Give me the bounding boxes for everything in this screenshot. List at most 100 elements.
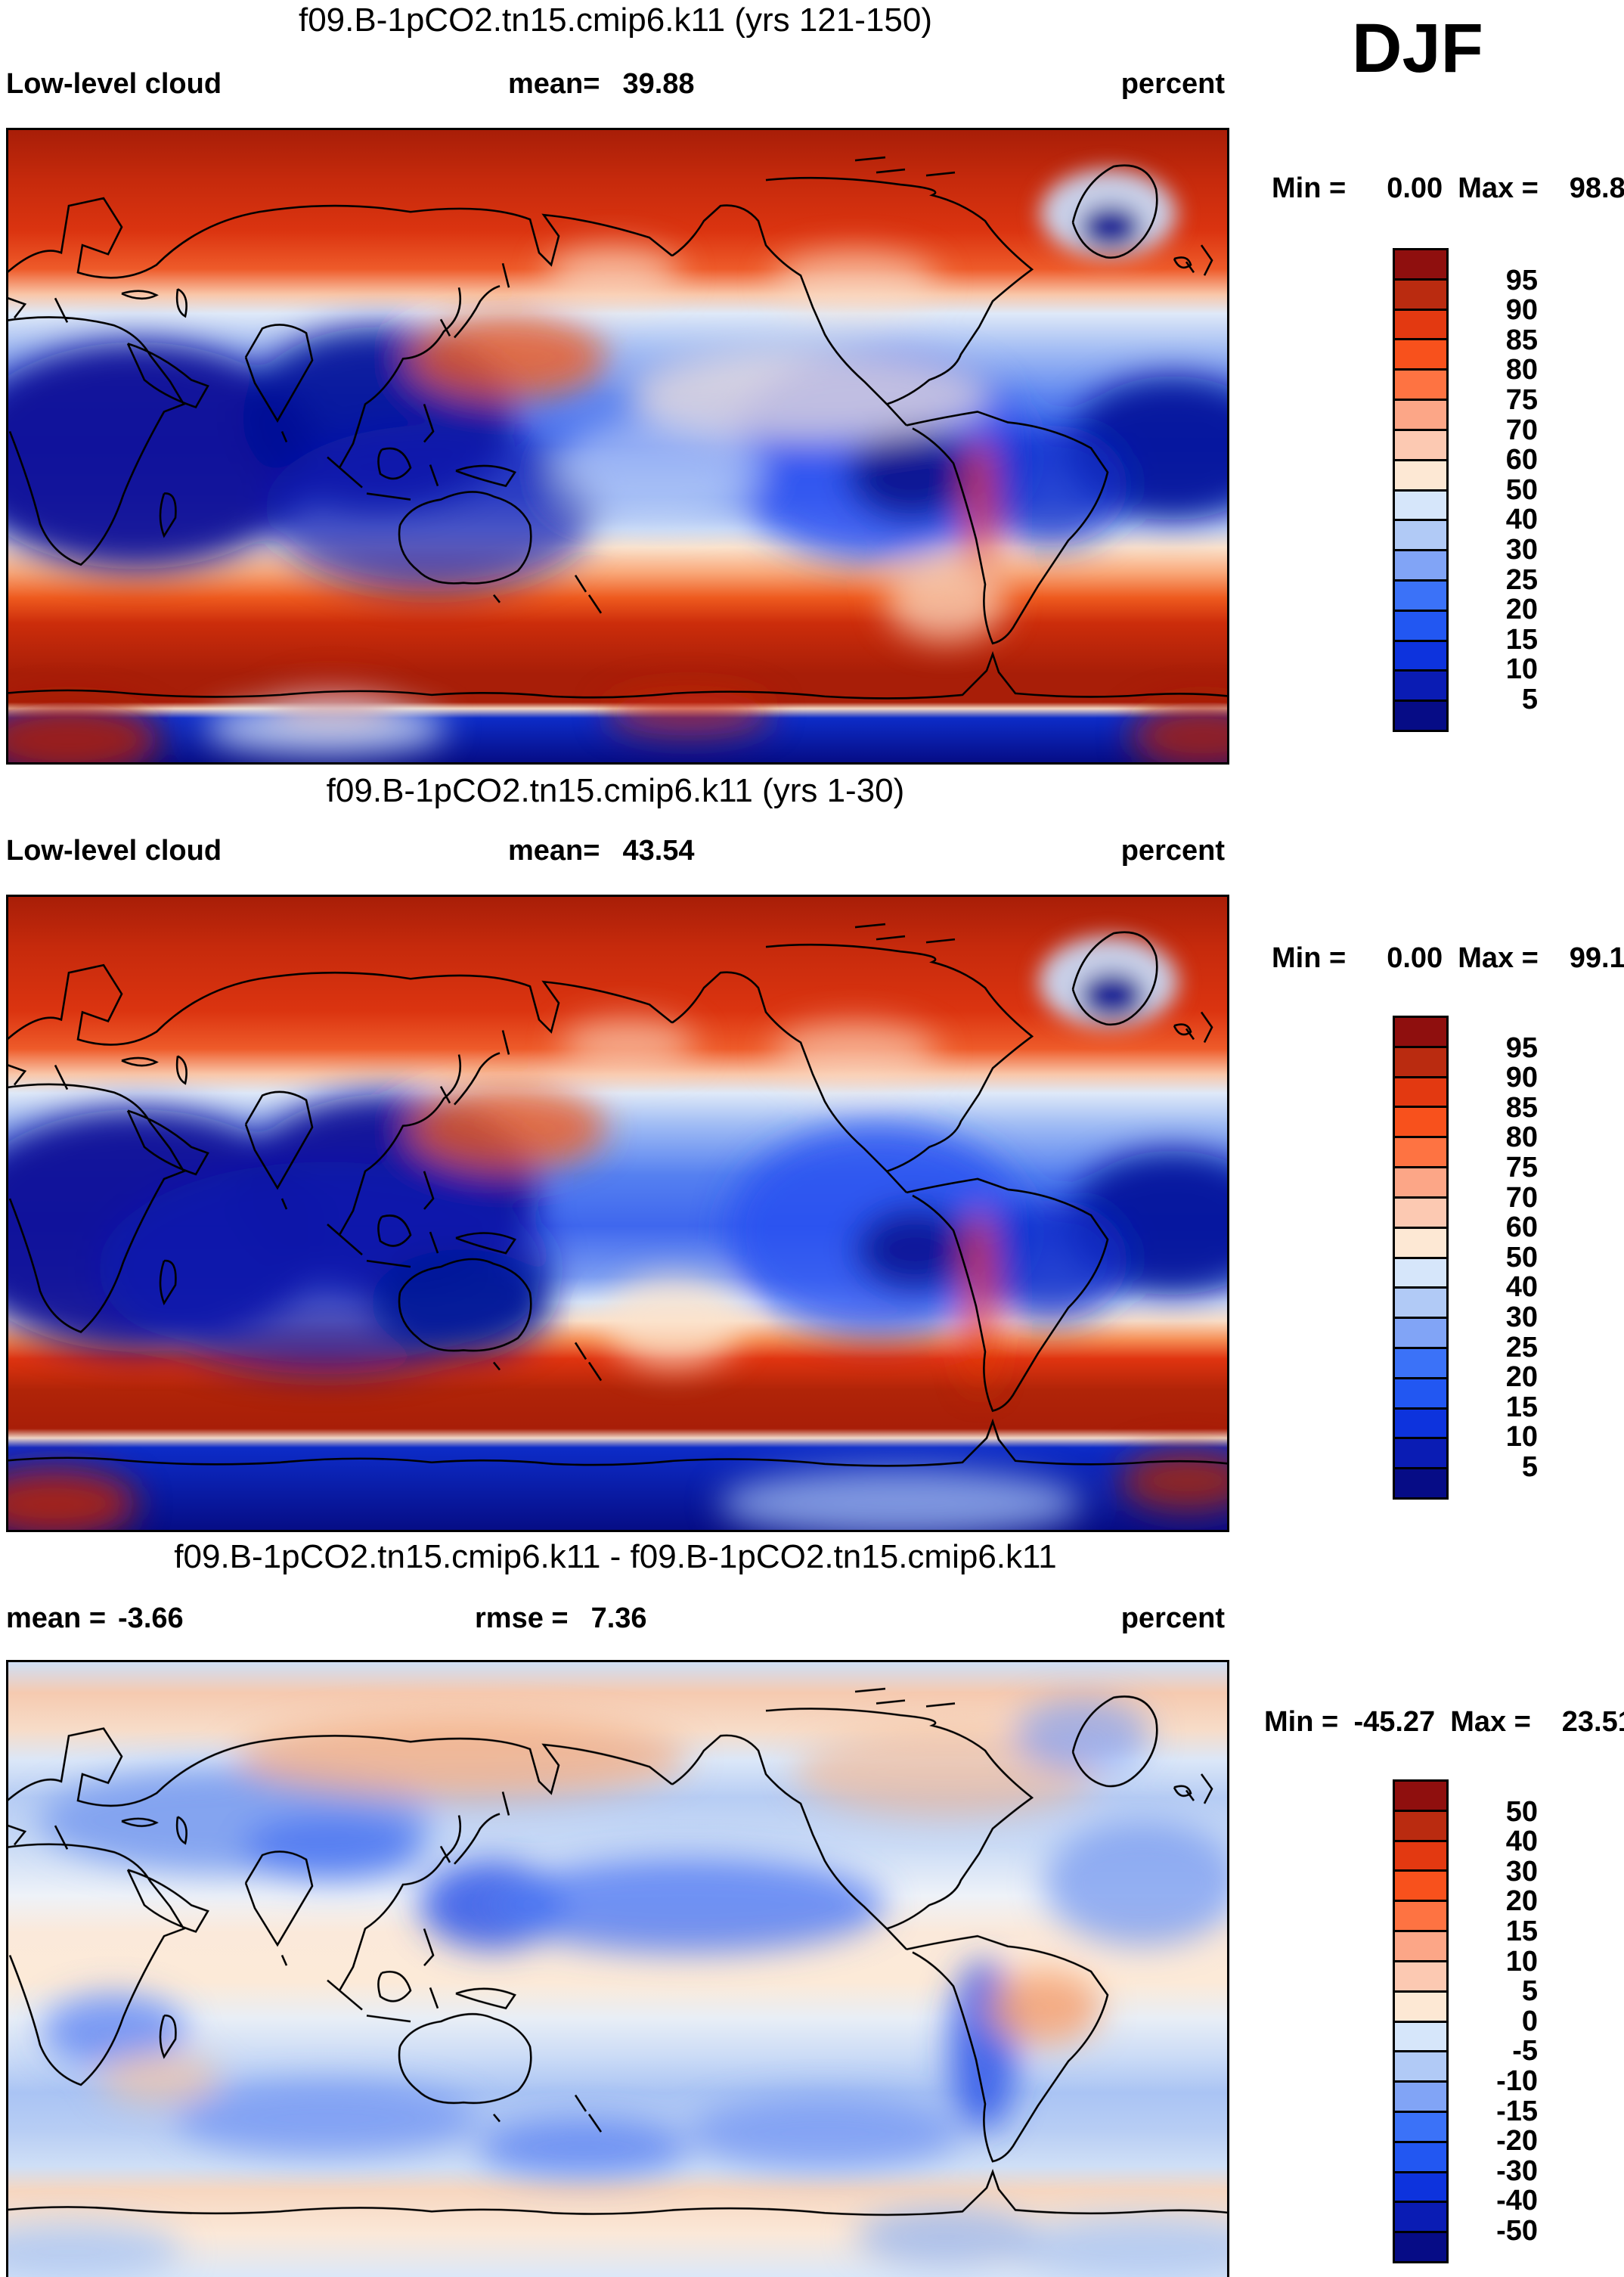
colorbar-tick-label: 80 (1505, 1121, 1538, 1154)
panel-subtitle-row: mean = -3.66 rmse = 7.36 percent (6, 1602, 1225, 1634)
colorbar-segment (1395, 1075, 1446, 1106)
colorbar-segment (1395, 609, 1446, 640)
panel-title: f09.B-1pCO2.tn15.cmip6.k11 - f09.B-1pCO2… (174, 1538, 1057, 1575)
min-label: Min = (1272, 172, 1347, 204)
map-case-plot (8, 130, 1227, 762)
colorbar-segment (1395, 1900, 1446, 1931)
colorbar-tick-label: 50 (1505, 1795, 1538, 1828)
colorbar-segment (1395, 2170, 1446, 2201)
colorbar-segment (1395, 519, 1446, 550)
colorbar-segment (1395, 2140, 1446, 2171)
colorbar-segment (1395, 1869, 1446, 1900)
map-case (6, 128, 1229, 765)
colorbar-segment (1395, 1045, 1446, 1076)
colorbar-tick-label: 15 (1505, 1916, 1538, 1947)
colorbar-segment (1395, 489, 1446, 520)
colorbar-tick-label: 15 (1505, 623, 1538, 656)
colorbar-tick-label: 20 (1505, 1361, 1538, 1394)
max-value: 98.86 (1569, 172, 1624, 204)
colorbar-segment (1395, 1196, 1446, 1227)
min-label: Min = (1272, 942, 1347, 974)
minmax-row: Min = -45.27 Max = 23.51 (1264, 1706, 1624, 1739)
colorbar-tick-label: -5 (1512, 2035, 1538, 2068)
unit-label: percent (1120, 1602, 1225, 1634)
colorbar-segment (1395, 2231, 1446, 2261)
max-value: 23.51 (1561, 1706, 1624, 1738)
colorbar-tick-label: 20 (1505, 1885, 1538, 1918)
map-control-plot (8, 897, 1227, 1530)
field-label: Low-level cloud (6, 835, 222, 867)
colorbar-tick-label: 25 (1505, 1331, 1538, 1363)
map-difference-plot (8, 1662, 1227, 2277)
colorbar-tick-label: 10 (1505, 1945, 1538, 1978)
colorbar-tick-label: 25 (1505, 563, 1538, 596)
colorbar-tick-label: 0 (1521, 2005, 1538, 2037)
max-label: Max = (1458, 942, 1539, 974)
colorbar-segment (1395, 1166, 1446, 1196)
colorbar-tick-label: 5 (1521, 684, 1538, 715)
panel-title: f09.B-1pCO2.tn15.cmip6.k11 (yrs 1-30) (326, 772, 905, 809)
panel-subtitle-row: Low-level cloud mean= 43.54 percent (6, 835, 1225, 867)
colorbar-segment (1395, 1226, 1446, 1257)
map-control (6, 895, 1229, 1532)
colorbar-case: 95 90 85 80 75 70 60 50 40 30 25 20 15 10 5 (1393, 248, 1619, 738)
colorbar-segment (1395, 579, 1446, 610)
colorbar-segment (1395, 549, 1446, 579)
colorbar-segment (1395, 399, 1446, 429)
colorbar-difference: 50 40 30 20 15 10 5 0 -5 -10 -15 -20 -30 -40 -50 (1393, 1779, 1619, 2269)
colorbar-tick-label: -10 (1496, 2065, 1538, 2097)
field-label: Low-level cloud (6, 68, 222, 100)
colorbar-tick-label: 15 (1505, 1391, 1538, 1423)
colorbar-segment (1395, 250, 1446, 278)
colorbar-tick-label: 40 (1505, 1271, 1538, 1304)
mean-stat: mean= 39.88 (508, 68, 695, 100)
mean-stat: mean= 43.54 (508, 835, 695, 867)
colorbar-segment (1395, 1286, 1446, 1317)
colorbar-segment (1395, 308, 1446, 339)
colorbar (1393, 1779, 1449, 2263)
colorbar-tick-label: 85 (1505, 324, 1538, 356)
colorbar-segment (1395, 278, 1446, 309)
colorbar-tick-label: 85 (1505, 1091, 1538, 1124)
colorbar-segment (1395, 1407, 1446, 1438)
colorbar-tick-label: 90 (1505, 1062, 1538, 1094)
max-label: Max = (1450, 1706, 1531, 1738)
min-value: 0.00 (1387, 172, 1443, 204)
colorbar-segment (1395, 2080, 1446, 2111)
unit-label: percent (1120, 68, 1225, 100)
colorbar-tick-label: -40 (1496, 2185, 1538, 2217)
colorbar-segment (1395, 368, 1446, 399)
colorbar-segment (1395, 1317, 1446, 1347)
mean-stat: mean = -3.66 (6, 1602, 184, 1634)
colorbar-segment (1395, 1437, 1446, 1468)
unit-label: percent (1120, 835, 1225, 867)
season-label: DJF (1352, 10, 1483, 87)
colorbar-segment (1395, 1467, 1446, 1497)
colorbar-tick-label: 20 (1505, 594, 1538, 626)
map-difference (6, 1660, 1229, 2277)
colorbar-tick-label: 5 (1521, 1975, 1538, 2008)
colorbar-tick-label: 40 (1505, 504, 1538, 536)
colorbar-tick-label: 80 (1505, 354, 1538, 386)
colorbar-tick-label: 70 (1505, 1181, 1538, 1214)
colorbar-segment (1395, 1990, 1446, 2021)
colorbar-tick-label: 70 (1505, 414, 1538, 446)
colorbar-tick-label: 30 (1505, 1855, 1538, 1888)
min-value: 0.00 (1387, 942, 1443, 974)
colorbar-tick-label: 40 (1505, 1826, 1538, 1858)
colorbar (1393, 248, 1449, 732)
colorbar-tick-label: 95 (1505, 1031, 1538, 1064)
colorbar-segment (1395, 2050, 1446, 2081)
colorbar-segment (1395, 1930, 1446, 1960)
colorbar-tick-label: 95 (1505, 264, 1538, 296)
colorbar-segment (1395, 338, 1446, 369)
colorbar-tick-label: -50 (1496, 2215, 1538, 2247)
colorbar-segment (1395, 1809, 1446, 1840)
colorbar-segment (1395, 1959, 1446, 1990)
colorbar-segment (1395, 1839, 1446, 1870)
colorbar (1393, 1016, 1449, 1500)
colorbar-segment (1395, 2201, 1446, 2232)
colorbar-tick-label: 60 (1505, 444, 1538, 476)
colorbar-control: 95 90 85 80 75 70 60 50 40 30 25 20 15 10 5 (1393, 1016, 1619, 1506)
